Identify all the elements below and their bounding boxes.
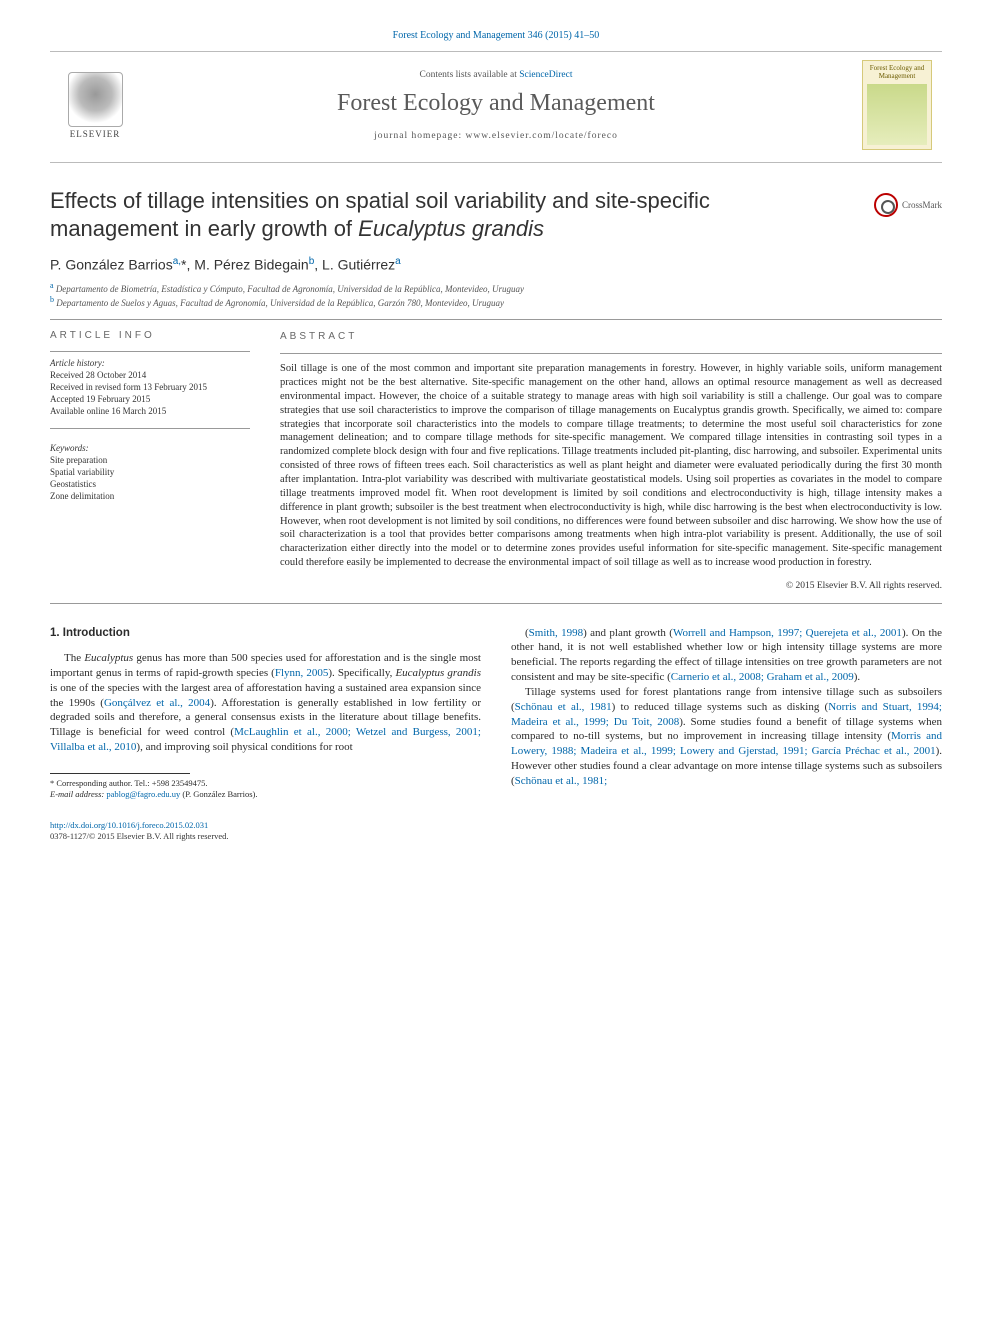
- abstract-column: ABSTRACT Soil tillage is one of the most…: [280, 330, 942, 593]
- header-middle: Contents lists available at ScienceDirec…: [146, 70, 846, 141]
- abstract-heading: ABSTRACT: [280, 330, 942, 343]
- rule-mid: [50, 603, 942, 604]
- issn-copyright: 0378-1127/© 2015 Elsevier B.V. All right…: [50, 831, 942, 842]
- elsevier-tree-icon: [68, 72, 123, 127]
- article-info-heading: ARTICLE INFO: [50, 330, 250, 341]
- keyword-2: Spatial variability: [50, 466, 250, 478]
- section-heading-intro: 1. Introduction: [50, 626, 481, 642]
- crossmark-label: CrossMark: [902, 200, 942, 210]
- homepage-prefix: journal homepage:: [374, 131, 465, 141]
- body-col-left: 1. Introduction The Eucalyptus genus has…: [50, 626, 481, 801]
- aff-a-sup: a: [50, 281, 54, 290]
- aff-b-text: Departamento de Suelos y Aguas, Facultad…: [56, 298, 504, 308]
- keyword-3: Geostatistics: [50, 478, 250, 490]
- history-3: Accepted 19 February 2015: [50, 393, 250, 405]
- ref-goncalvez-2004[interactable]: Gonçálvez et al., 2004: [104, 697, 210, 709]
- page-container: Forest Ecology and Management 346 (2015)…: [0, 0, 992, 882]
- author-3-sup: a: [395, 256, 401, 267]
- elsevier-logo: ELSEVIER: [60, 68, 130, 143]
- aff-b-sup: b: [50, 295, 54, 304]
- email-label: E-mail address:: [50, 789, 104, 799]
- intro-para-1: The Eucalyptus genus has more than 500 s…: [50, 651, 481, 755]
- intro-para-1-cont: (Smith, 1998) and plant growth (Worrell …: [511, 626, 942, 685]
- affiliation-a: a Departamento de Biometría, Estadística…: [50, 281, 942, 295]
- title-species: Eucalyptus grandis: [358, 216, 544, 241]
- keywords-head: Keywords:: [50, 443, 250, 453]
- authors-line: P. González Barriosa,*, M. Pérez Bidegai…: [50, 256, 942, 273]
- doi-link[interactable]: http://dx.doi.org/10.1016/j.foreco.2015.…: [50, 820, 208, 830]
- cover-image-icon: [867, 84, 927, 145]
- cover-title: Forest Ecology and Management: [867, 65, 927, 80]
- ref-carnerio-2008[interactable]: Carnerio et al., 2008; Graham et al., 20…: [671, 671, 854, 683]
- ref-morris-1988[interactable]: Morris and Lowery, 1988; Madeira et al.,…: [511, 730, 942, 757]
- email-link[interactable]: pablog@fagro.edu.uy: [106, 789, 180, 799]
- keyword-4: Zone delimitation: [50, 490, 250, 502]
- journal-homepage: journal homepage: www.elsevier.com/locat…: [146, 131, 846, 141]
- crossmark-icon: [874, 193, 898, 217]
- history-1: Received 28 October 2014: [50, 369, 250, 381]
- info-rule: [50, 351, 250, 352]
- footnotes: * Corresponding author. Tel.: +598 23549…: [50, 778, 481, 800]
- corresponding-author: * Corresponding author. Tel.: +598 23549…: [50, 778, 481, 789]
- citation-line: Forest Ecology and Management 346 (2015)…: [50, 30, 942, 41]
- article-info-column: ARTICLE INFO Article history: Received 2…: [50, 330, 250, 593]
- affiliations: a Departamento de Biometría, Estadística…: [50, 281, 942, 309]
- intro-para-2: Tillage systems used for forest plantati…: [511, 685, 942, 789]
- author-2-sup: b: [309, 256, 315, 267]
- footer-block: http://dx.doi.org/10.1016/j.foreco.2015.…: [50, 820, 942, 842]
- email-line: E-mail address: pablog@fagro.edu.uy (P. …: [50, 789, 481, 800]
- info-rule-2: [50, 428, 250, 429]
- ref-schonau-1981b[interactable]: Schönau et al., 1981;: [515, 775, 608, 787]
- ref-worrell-1997[interactable]: Worrell and Hampson, 1997; Querejeta et …: [673, 627, 902, 639]
- keyword-1: Site preparation: [50, 454, 250, 466]
- contents-prefix: Contents lists available at: [419, 70, 519, 80]
- ref-mclaughlin-2000[interactable]: McLaughlin et al., 2000; Wetzel and Burg…: [50, 726, 481, 753]
- abstract-text: Soil tillage is one of the most common a…: [280, 362, 942, 570]
- history-head: Article history:: [50, 358, 250, 368]
- article-title: Effects of tillage intensities on spatia…: [50, 187, 842, 242]
- journal-cover-thumb: Forest Ecology and Management: [862, 60, 932, 150]
- history-4: Available online 16 March 2015: [50, 405, 250, 417]
- author-3: L. Gutiérrez: [322, 257, 395, 273]
- homepage-url: www.elsevier.com/locate/foreco: [466, 131, 618, 141]
- email-name: (P. González Barrios).: [182, 789, 257, 799]
- abstract-copyright: © 2015 Elsevier B.V. All rights reserved…: [280, 580, 942, 593]
- elsevier-label: ELSEVIER: [70, 129, 121, 139]
- body-col-right: (Smith, 1998) and plant growth (Worrell …: [511, 626, 942, 801]
- body-columns: 1. Introduction The Eucalyptus genus has…: [50, 626, 942, 801]
- ref-smith-1998[interactable]: Smith, 1998: [529, 627, 583, 639]
- abs-rule: [280, 353, 942, 354]
- crossmark-badge[interactable]: CrossMark: [874, 193, 942, 217]
- sciencedirect-link[interactable]: ScienceDirect: [519, 70, 572, 80]
- author-1-sup: a,: [173, 256, 181, 267]
- affiliation-b: b Departamento de Suelos y Aguas, Facult…: [50, 295, 942, 309]
- aff-a-text: Departamento de Biometría, Estadística y…: [56, 284, 524, 294]
- ref-flynn-2005[interactable]: Flynn, 2005: [275, 667, 328, 679]
- footnote-rule: [50, 773, 190, 774]
- journal-header: ELSEVIER Contents lists available at Sci…: [50, 51, 942, 163]
- contents-line: Contents lists available at ScienceDirec…: [146, 70, 846, 80]
- title-block: CrossMark Effects of tillage intensities…: [50, 187, 942, 242]
- history-2: Received in revised form 13 February 201…: [50, 381, 250, 393]
- rule-top: [50, 319, 942, 320]
- author-2: M. Pérez Bidegain: [194, 257, 308, 273]
- author-1-star: *: [181, 257, 186, 273]
- title-main: Effects of tillage intensities on spatia…: [50, 188, 710, 241]
- ref-schonau-1981a[interactable]: Schönau et al., 1981: [515, 701, 612, 713]
- info-abstract-row: ARTICLE INFO Article history: Received 2…: [50, 330, 942, 593]
- author-1: P. González Barrios: [50, 257, 173, 273]
- journal-title: Forest Ecology and Management: [146, 90, 846, 117]
